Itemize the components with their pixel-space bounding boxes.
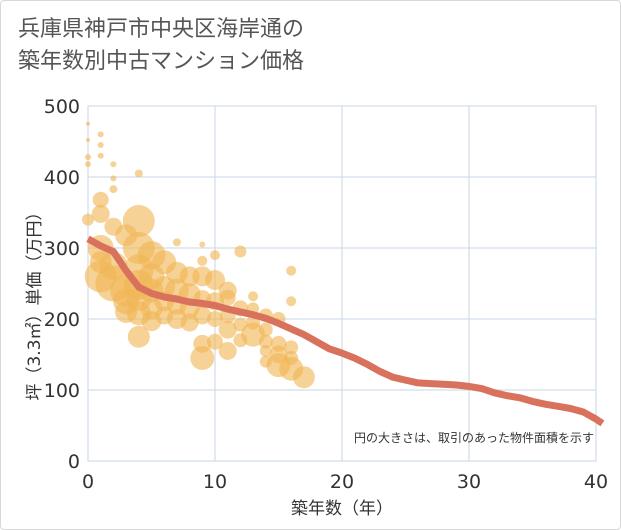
x-axis-label: 築年数（年） [291,499,393,519]
bubble-point [110,161,117,168]
bubble-point [219,289,236,306]
bubble-point [258,322,273,337]
bubble-point [207,333,223,350]
chart-title-line1: 兵庫県神戸市中央区海岸通の [18,17,305,42]
y-axis-label: 坪（3.3㎡）単価（万円） [25,203,45,400]
y-tick-label: 100 [44,380,80,402]
y-tick-labels: 0 100 200 300 400 500 [44,96,80,473]
bubble-point [205,269,225,290]
bubble-point [127,325,150,348]
bubble-point [259,344,272,357]
bubble-point [172,238,181,247]
bubble-point [234,245,247,258]
x-tick-label: 10 [203,471,227,493]
bubble-point [134,169,143,178]
x-tick-label: 30 [457,471,481,493]
bubble-point [258,334,273,349]
x-tick-label: 0 [82,471,94,493]
bubble-point [91,204,110,223]
trend-line [86,235,605,427]
bubble-point [197,255,208,266]
bubble-point [85,161,91,168]
x-tick-labels: 0 10 20 30 40 [82,471,608,493]
y-tick-label: 500 [44,96,80,118]
bubble-point [199,241,206,248]
bubble-point [286,265,297,276]
bubble-point [193,306,212,325]
y-tick-label: 200 [44,309,80,331]
bubble-point [109,185,118,194]
bubble-point [218,341,237,360]
bubble-point [97,152,104,159]
chart-title: 兵庫県神戸市中央区海岸通の 築年数別中古マンション価格 [18,14,304,78]
y-tick-label: 0 [68,451,80,473]
bubble-size-note: 円の大きさは、取引のあった物件面積を示す [354,430,594,445]
bubble-point [86,121,90,126]
y-tick-label: 300 [44,238,80,260]
bubble-point [190,346,215,371]
bubble-point [286,296,297,307]
chart-title-line2: 築年数別中古マンション価格 [18,49,305,74]
bubble-point [86,138,90,143]
bubble-point [85,154,91,161]
bubble-point [210,250,220,261]
bubble-point [248,291,259,302]
bubble-point [92,191,109,208]
x-tick-label: 40 [584,471,608,493]
bubble-point [218,320,237,339]
y-tick-label: 400 [44,167,80,189]
x-tick-label: 20 [330,471,354,493]
bubble-point [97,131,104,138]
bubble-point [82,213,94,226]
bubble-point [292,366,315,389]
bubble-point [97,142,104,149]
bubble-point [122,205,155,238]
bubble-point [207,311,223,327]
bubble-point [284,340,299,355]
bubble-point [110,175,117,182]
